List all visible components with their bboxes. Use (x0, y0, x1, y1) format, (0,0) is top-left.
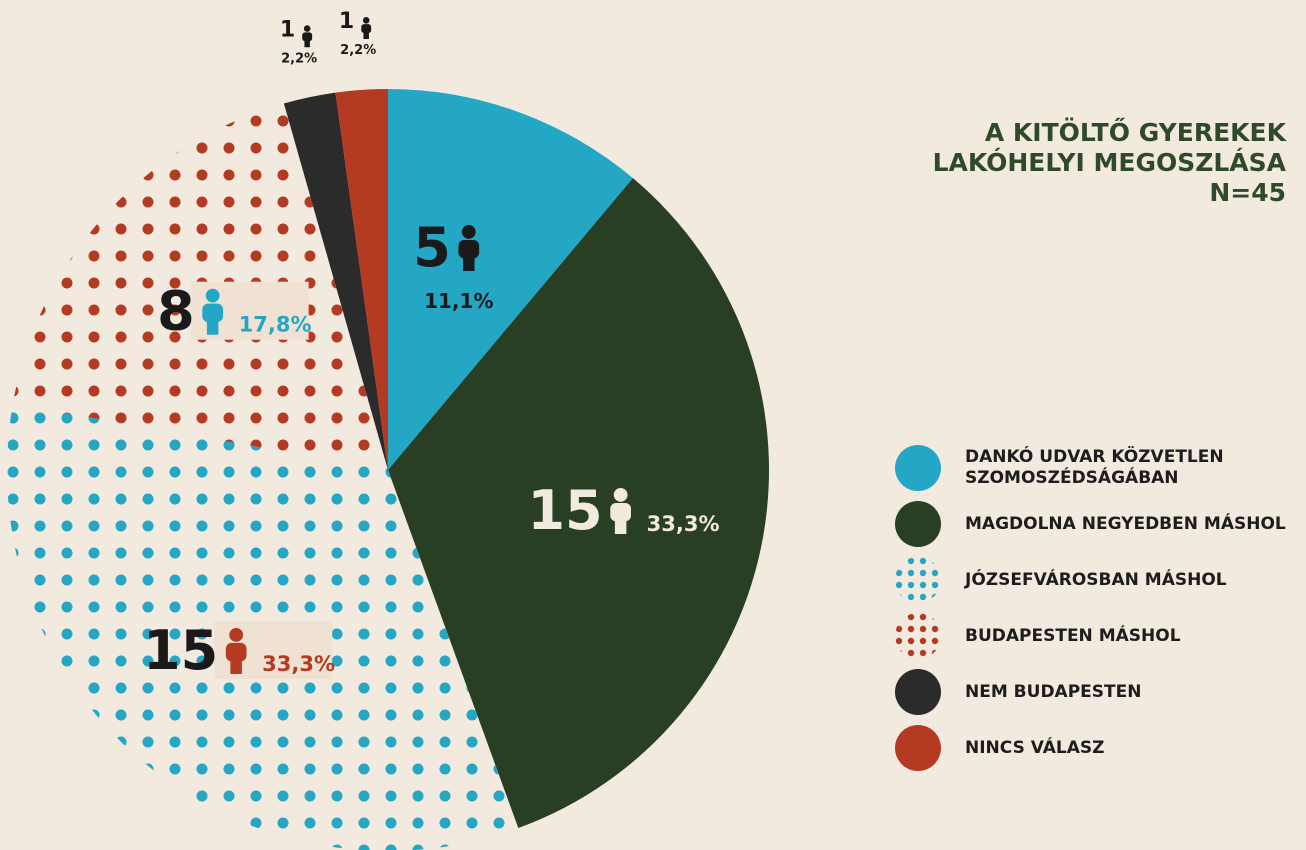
legend-item: BUDAPESTEN MÁSHOL (893, 608, 1293, 664)
pie-slice (283, 92, 388, 470)
value-label: 2,2% (340, 43, 376, 58)
pie-slice (388, 89, 633, 470)
legend-item: NEM BUDAPESTEN (893, 664, 1293, 720)
value-label: 33,3% (647, 512, 720, 536)
person-icon (461, 225, 476, 239)
chart-title: A KITÖLTŐ GYEREKEK LAKÓHELYI MEGOSZLÁSA (932, 118, 1286, 177)
legend-marker (895, 613, 941, 659)
person-icon (362, 17, 370, 24)
value-label: 33,3% (262, 652, 335, 676)
person-icon (303, 25, 311, 32)
slice-label: 1 2,2% (339, 9, 376, 58)
person-icon (205, 288, 220, 303)
count-label: 1 (339, 9, 354, 34)
legend-label: DANKÓ UDVAR KÖZVETLEN SZOMOSZÉDSÁGÁBAN (965, 447, 1224, 488)
legend-label: MAGDOLNA NEGYEDBEN MÁSHOL (965, 513, 1286, 534)
person-icon (610, 502, 631, 522)
pie-slice (388, 178, 769, 829)
person-icon (302, 32, 313, 42)
legend-item: NINCS VÁLASZ (893, 720, 1293, 776)
chart: 5 11,1% 15 33,3% 15 33,3% 8 17,8% 1 2,2% 1 2,2% (7, 9, 769, 850)
legend-item: JÓZSEFVÁROSBAN MÁSHOL (893, 552, 1293, 608)
legend-swatch (895, 445, 941, 491)
legend-label: NINCS VÁLASZ (965, 737, 1105, 758)
person-icon (613, 488, 628, 502)
legend-swatch (895, 725, 941, 771)
slice-label: 5 11,1% (413, 216, 493, 313)
person-icon (304, 40, 310, 48)
person-icon (230, 660, 242, 674)
legend-item: MAGDOLNA NEGYEDBEN MÁSHOL (893, 496, 1293, 552)
count-label: 15 (527, 479, 602, 542)
legend-label: BUDAPESTEN MÁSHOL (965, 625, 1181, 646)
legend-marker (895, 557, 941, 603)
person-icon (229, 627, 244, 642)
person-icon (361, 24, 372, 33)
value-label: 2,2% (281, 51, 317, 66)
value-label: 11,1% (424, 289, 493, 313)
person-icon (458, 239, 480, 259)
person-icon (463, 257, 475, 272)
legend-marker (895, 725, 941, 771)
legend-label: NEM BUDAPESTEN (965, 681, 1142, 702)
pie-slice (335, 89, 388, 470)
legend-swatch (895, 613, 941, 659)
legend-swatch (895, 501, 941, 547)
person-icon (363, 32, 369, 40)
slice-label: 15 33,3% (527, 479, 719, 542)
slice-label: 8 17,8% (157, 280, 311, 343)
chart-subtitle: N=45 (1209, 178, 1286, 207)
count-label: 8 (157, 280, 195, 343)
value-label: 17,8% (239, 313, 312, 337)
legend-marker (895, 445, 941, 491)
legend-marker (895, 669, 941, 715)
count-label: 5 (413, 216, 451, 279)
count-label: 15 (143, 619, 218, 682)
legend-marker (895, 501, 941, 547)
person-icon (225, 642, 247, 662)
legend-item: DANKÓ UDVAR KÖZVETLEN SZOMOSZÉDSÁGÁBAN (893, 440, 1293, 496)
slice-label: 1 2,2% (280, 17, 317, 66)
slice-label: 15 33,3% (143, 619, 335, 682)
title-block: A KITÖLTŐ GYEREKEK LAKÓHELYI MEGOSZLÁSA … (826, 118, 1286, 208)
person-icon (202, 303, 224, 323)
legend-label: JÓZSEFVÁROSBAN MÁSHOL (965, 569, 1227, 590)
legend: DANKÓ UDVAR KÖZVETLEN SZOMOSZÉDSÁGÁBAN MA… (893, 440, 1293, 776)
count-label: 1 (280, 17, 295, 42)
legend-swatch (895, 669, 941, 715)
person-icon (206, 320, 219, 335)
person-icon (614, 520, 627, 535)
legend-swatch (895, 557, 941, 603)
